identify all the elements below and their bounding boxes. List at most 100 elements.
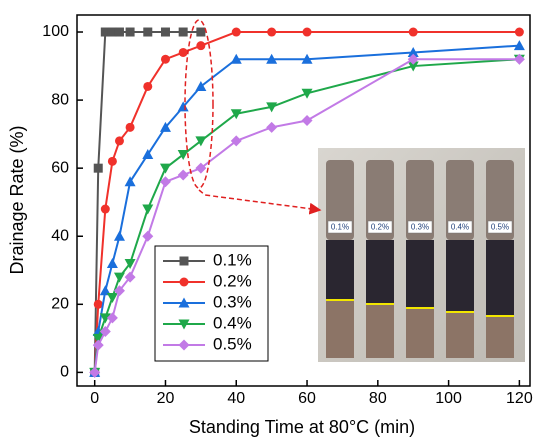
tube-top: [486, 160, 514, 240]
marker: [301, 53, 313, 64]
tube-label-box: [407, 220, 433, 234]
inset-photo: 0.1% 0.2% 0.3% 0.4% 0.5%: [318, 148, 525, 362]
marker: [106, 257, 118, 268]
x-tick-label: 80: [369, 390, 387, 407]
marker: [159, 176, 171, 188]
tube-top: [326, 160, 354, 240]
tube-label: 0.2%: [371, 223, 389, 232]
marker: [407, 53, 419, 65]
marker: [230, 53, 242, 64]
marker: [266, 53, 278, 64]
marker: [125, 122, 135, 132]
marker: [89, 366, 101, 378]
y-tick-label: 20: [51, 296, 69, 313]
x-tick-label: 120: [506, 390, 533, 407]
tube-label-box: [447, 220, 473, 234]
marker: [178, 27, 188, 37]
x-axis-label: Standing Time at 80°C (min): [189, 417, 415, 437]
marker: [124, 271, 136, 283]
legend-marker: [179, 256, 189, 266]
tube-label-box: [487, 220, 513, 234]
marker: [513, 40, 525, 51]
tube-top: [446, 160, 474, 240]
y-axis-label: Drainage Rate (%): [7, 125, 27, 274]
marker: [114, 27, 124, 37]
marker: [113, 230, 125, 241]
tube-bottom: [446, 312, 474, 358]
legend-label: 0.4%: [213, 313, 252, 332]
legend-marker: [178, 297, 190, 308]
marker: [106, 312, 118, 324]
marker: [107, 27, 117, 37]
marker: [124, 258, 136, 269]
marker: [407, 61, 419, 72]
legend-marker: [178, 339, 190, 351]
tube-label: 0.4%: [451, 223, 469, 232]
legend-marker: [178, 319, 190, 330]
legend-label: 0.2%: [213, 271, 252, 290]
marker: [125, 27, 135, 37]
plot-frame: [76, 14, 531, 387]
y-tick-label: 0: [60, 364, 69, 381]
marker: [114, 136, 124, 146]
tube-liquid: [326, 240, 354, 300]
y-tick-label: 100: [42, 23, 69, 40]
marker: [92, 339, 104, 351]
marker: [159, 121, 171, 132]
marker: [195, 80, 207, 91]
marker: [267, 27, 277, 37]
marker: [231, 27, 241, 37]
tube-bottom: [406, 308, 434, 358]
legend-label: 0.3%: [213, 292, 252, 311]
marker: [124, 176, 136, 187]
y-tick-label: 40: [51, 227, 69, 244]
marker: [177, 101, 189, 112]
marker: [407, 46, 419, 57]
marker: [266, 121, 278, 133]
marker: [230, 109, 242, 120]
marker: [99, 326, 111, 338]
x-tick-label: 40: [227, 390, 245, 407]
marker: [408, 27, 418, 37]
highlight-ellipse: [184, 19, 214, 189]
marker: [142, 204, 154, 215]
tube-label: 0.3%: [411, 223, 429, 232]
tube-top: [366, 160, 394, 240]
marker: [107, 156, 117, 166]
marker: [160, 54, 170, 64]
marker: [113, 272, 125, 283]
marker: [142, 149, 154, 160]
tube-bottom: [366, 304, 394, 358]
tube-bottom: [326, 300, 354, 358]
tube-bottom: [486, 316, 514, 358]
marker: [195, 162, 207, 174]
marker: [514, 27, 524, 37]
legend-marker: [179, 277, 189, 287]
marker: [177, 169, 189, 181]
marker: [195, 136, 207, 147]
series-line: [93, 31, 201, 373]
tube-liquid: [446, 240, 474, 312]
tube-liquid: [366, 240, 394, 304]
tube-label-box: [327, 220, 353, 234]
marker: [100, 204, 110, 214]
marker: [196, 41, 206, 51]
tube-liquid: [406, 240, 434, 308]
marker: [142, 230, 154, 242]
marker: [143, 81, 153, 91]
marker: [301, 115, 313, 127]
marker: [160, 27, 170, 37]
marker: [513, 53, 525, 65]
marker: [196, 27, 206, 37]
x-tick-label: 20: [157, 390, 175, 407]
tube-label: 0.5%: [491, 223, 509, 232]
marker: [230, 135, 242, 147]
tube-label-box: [367, 220, 393, 234]
marker: [92, 333, 104, 344]
marker: [99, 285, 111, 296]
marker: [93, 163, 103, 173]
legend-label: 0.5%: [213, 334, 252, 353]
marker: [100, 27, 110, 37]
marker: [177, 150, 189, 161]
